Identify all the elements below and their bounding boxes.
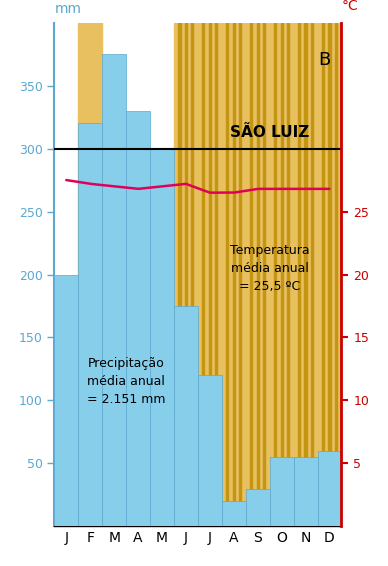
Bar — [317, 451, 341, 526]
Bar — [185, 23, 187, 526]
Bar — [78, 123, 102, 526]
Bar — [198, 23, 222, 526]
Bar — [274, 23, 276, 526]
Bar — [222, 501, 246, 526]
Bar — [209, 23, 211, 526]
Bar — [328, 23, 331, 526]
Bar — [239, 23, 241, 526]
Bar — [222, 23, 246, 526]
Bar — [174, 23, 198, 526]
Text: Temperatura
média anual
= 25,5 ºC: Temperatura média anual = 25,5 ºC — [230, 244, 310, 293]
Bar — [174, 306, 198, 526]
Bar — [215, 23, 217, 526]
Text: SÃO LUIZ: SÃO LUIZ — [230, 125, 309, 140]
Bar — [202, 23, 204, 526]
Bar — [250, 23, 252, 526]
Bar — [191, 23, 194, 526]
Bar — [233, 23, 235, 526]
Bar — [178, 23, 180, 526]
Bar — [294, 23, 317, 526]
Bar — [335, 23, 337, 526]
Bar — [298, 23, 300, 526]
Bar — [256, 23, 259, 526]
Text: mm: mm — [54, 2, 81, 16]
Bar — [270, 457, 294, 526]
Bar — [311, 23, 313, 526]
Bar — [317, 23, 341, 526]
Bar — [78, 23, 102, 526]
Bar — [263, 23, 265, 526]
Text: °C: °C — [341, 0, 358, 12]
Bar — [226, 23, 229, 526]
Bar — [322, 23, 324, 526]
Bar — [54, 275, 78, 526]
Bar — [126, 111, 150, 526]
Bar — [102, 54, 126, 526]
Bar — [305, 23, 307, 526]
Text: B: B — [319, 52, 331, 70]
Bar — [287, 23, 289, 526]
Bar — [150, 148, 174, 526]
Bar — [246, 488, 270, 526]
Text: Precipitação
média anual
= 2.151 mm: Precipitação média anual = 2.151 mm — [87, 357, 165, 406]
Bar — [281, 23, 283, 526]
Bar — [294, 457, 317, 526]
Bar — [198, 375, 222, 526]
Bar — [246, 23, 270, 526]
Bar — [270, 23, 294, 526]
